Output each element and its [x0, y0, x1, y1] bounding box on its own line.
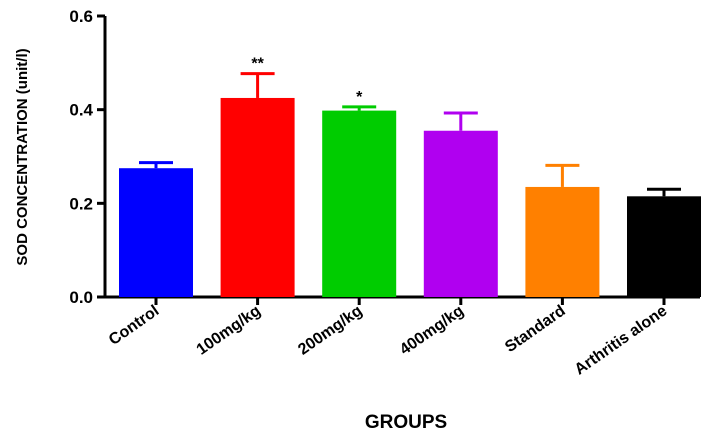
bar: [423, 130, 498, 297]
bars: ***: [119, 56, 701, 297]
x-tick-label: Standard: [502, 302, 569, 356]
x-tick-label: 100mg/kg: [194, 302, 264, 358]
bar: [220, 97, 295, 297]
y-tick-label: 0.2: [69, 194, 93, 213]
x-tick-label: 400mg/kg: [397, 302, 467, 358]
significance-label: *: [356, 89, 363, 106]
bar: [525, 186, 600, 297]
x-tick-label: 200mg/kg: [295, 302, 365, 358]
x-tick-label: Control: [106, 302, 162, 349]
bar: [627, 196, 701, 297]
x-axis-title: GROUPS: [365, 412, 447, 433]
y-tick-label: 0.6: [69, 7, 93, 26]
y-axis-title: SOD CONCENTRATION (unit/l): [14, 48, 31, 265]
x-tick-label: Arthritis alone: [572, 302, 671, 378]
bar: [119, 168, 193, 297]
y-tick-label: 0.0: [69, 288, 93, 307]
y-tick-label: 0.4: [69, 101, 93, 120]
bar: [322, 110, 397, 297]
significance-label: **: [251, 56, 264, 73]
